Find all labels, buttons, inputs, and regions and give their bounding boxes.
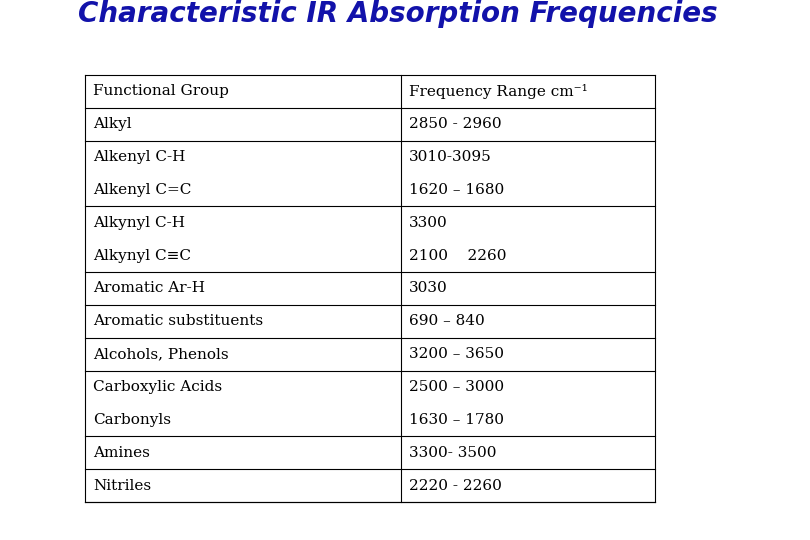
- Text: Carboxylic Acids: Carboxylic Acids: [93, 380, 222, 394]
- Text: Nitriles: Nitriles: [93, 478, 151, 492]
- Text: Aromatic substituents: Aromatic substituents: [93, 314, 263, 328]
- Text: Alkynyl C-H: Alkynyl C-H: [93, 216, 185, 230]
- Text: 3010-3095: 3010-3095: [409, 150, 492, 164]
- Text: Aromatic Ar-H: Aromatic Ar-H: [93, 281, 205, 295]
- Text: 2500 – 3000: 2500 – 3000: [409, 380, 505, 394]
- Text: Alkynyl C≡C: Alkynyl C≡C: [93, 248, 191, 262]
- Text: 3300: 3300: [409, 216, 448, 230]
- Text: 3300- 3500: 3300- 3500: [409, 446, 497, 460]
- Text: Alkyl: Alkyl: [93, 117, 131, 131]
- Text: 690 – 840: 690 – 840: [409, 314, 485, 328]
- Text: Characteristic IR Absorption Frequencies: Characteristic IR Absorption Frequencies: [78, 0, 718, 28]
- Text: Alkenyl C-H: Alkenyl C-H: [93, 150, 185, 164]
- Text: 3200 – 3650: 3200 – 3650: [409, 347, 505, 361]
- Text: Carbonyls: Carbonyls: [93, 413, 171, 427]
- Text: Alkenyl C=C: Alkenyl C=C: [93, 183, 191, 197]
- Text: 1620 – 1680: 1620 – 1680: [409, 183, 505, 197]
- Text: Alcohols, Phenols: Alcohols, Phenols: [93, 347, 228, 361]
- Text: 2220 - 2260: 2220 - 2260: [409, 478, 502, 492]
- Text: Frequency Range cm⁻¹: Frequency Range cm⁻¹: [409, 84, 588, 99]
- Text: Amines: Amines: [93, 446, 150, 460]
- Text: 2850 - 2960: 2850 - 2960: [409, 117, 502, 131]
- Text: Functional Group: Functional Group: [93, 84, 229, 98]
- Text: 3030: 3030: [409, 281, 448, 295]
- Text: 1630 – 1780: 1630 – 1780: [409, 413, 505, 427]
- Text: 2100    2260: 2100 2260: [409, 248, 507, 262]
